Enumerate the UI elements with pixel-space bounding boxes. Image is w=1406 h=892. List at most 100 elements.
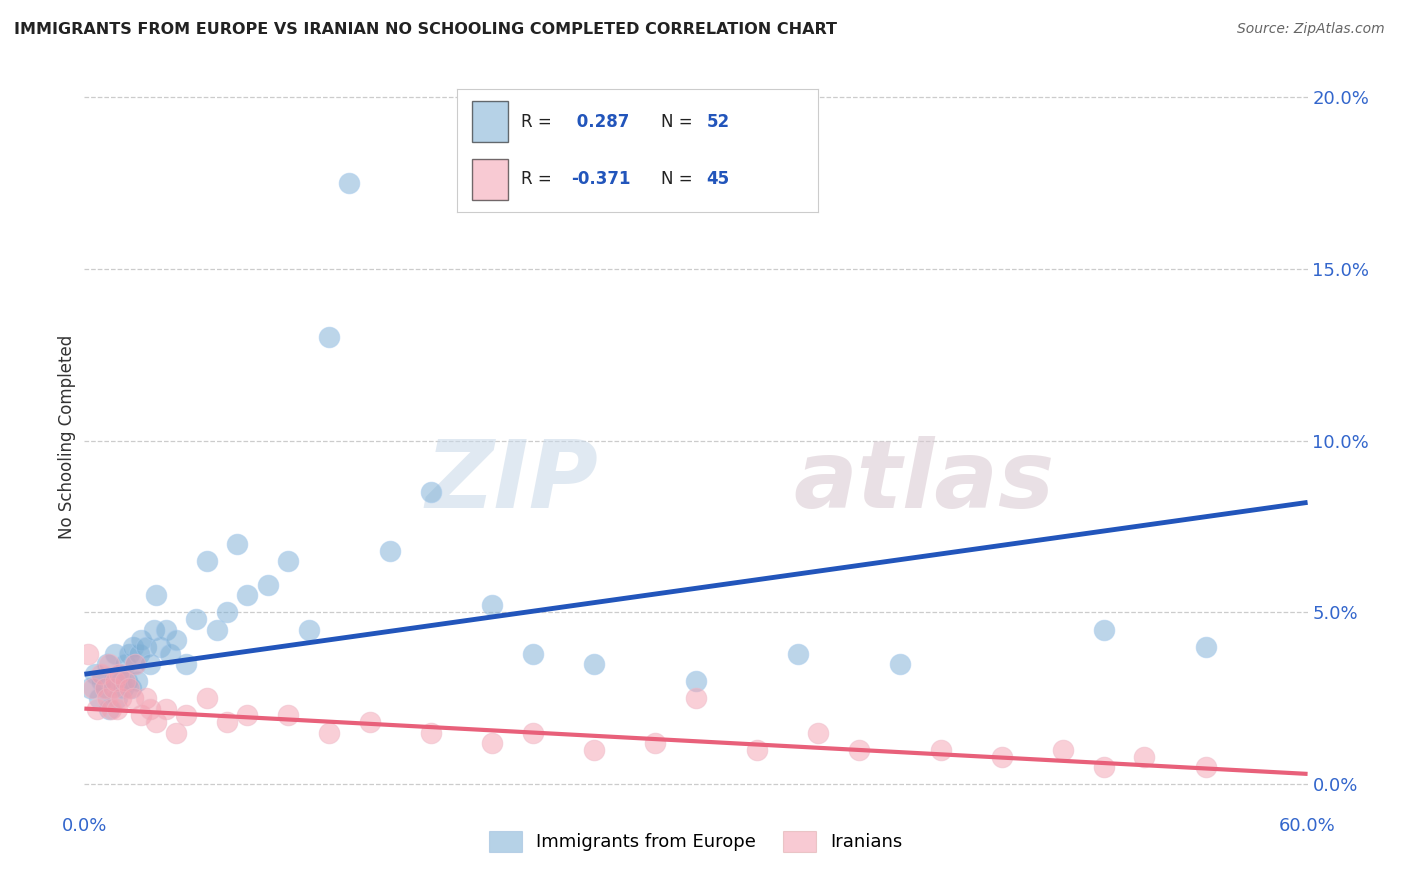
Point xyxy=(77,647,100,661)
Point xyxy=(155,701,177,715)
Point xyxy=(82,681,104,695)
Text: IMMIGRANTS FROM EUROPE VS IRANIAN NO SCHOOLING COMPLETED CORRELATION CHART: IMMIGRANTS FROM EUROPE VS IRANIAN NO SCH… xyxy=(14,22,837,37)
Point xyxy=(93,681,115,695)
Point xyxy=(1092,623,1115,637)
Point xyxy=(115,674,138,689)
Point xyxy=(159,647,181,661)
Point xyxy=(747,743,769,757)
Point xyxy=(122,691,145,706)
Point xyxy=(318,725,340,739)
Point xyxy=(359,715,381,730)
Point xyxy=(104,674,127,689)
Point xyxy=(138,701,160,715)
Point xyxy=(131,708,153,723)
Point xyxy=(217,715,239,730)
Point xyxy=(145,715,167,730)
Point xyxy=(236,708,259,723)
Y-axis label: No Schooling Completed: No Schooling Completed xyxy=(58,335,76,539)
Point xyxy=(991,749,1014,764)
Point xyxy=(195,691,218,706)
Text: Source: ZipAtlas.com: Source: ZipAtlas.com xyxy=(1237,22,1385,37)
Point xyxy=(108,667,131,681)
Point xyxy=(165,632,187,647)
Point xyxy=(195,554,218,568)
Point xyxy=(83,667,105,681)
Point xyxy=(118,681,141,695)
Point xyxy=(120,681,142,695)
Point xyxy=(96,691,118,706)
Legend: Immigrants from Europe, Iranians: Immigrants from Europe, Iranians xyxy=(482,823,910,859)
Point xyxy=(205,623,228,637)
Point xyxy=(100,701,122,715)
Point xyxy=(226,536,249,550)
Point xyxy=(96,657,118,671)
Point xyxy=(1195,760,1218,774)
Point xyxy=(929,743,952,757)
Point xyxy=(93,681,115,695)
Point xyxy=(114,674,136,689)
Point xyxy=(174,657,197,671)
Point xyxy=(138,657,160,671)
Point xyxy=(131,632,153,647)
Point xyxy=(186,612,208,626)
Point xyxy=(110,691,132,706)
Point xyxy=(79,681,101,695)
Point xyxy=(848,743,870,757)
Point xyxy=(420,485,443,500)
Point xyxy=(420,725,443,739)
Point xyxy=(298,623,321,637)
Point xyxy=(97,701,120,715)
Point xyxy=(142,623,165,637)
Point xyxy=(90,674,112,689)
Point xyxy=(1133,749,1156,764)
Point xyxy=(481,736,503,750)
Point xyxy=(128,647,150,661)
Point xyxy=(114,657,136,671)
Point xyxy=(1052,743,1074,757)
Point xyxy=(807,725,830,739)
Point xyxy=(644,736,666,750)
Point xyxy=(217,606,239,620)
Point xyxy=(174,708,197,723)
Point xyxy=(124,657,146,671)
Point xyxy=(236,588,259,602)
Point xyxy=(97,657,120,671)
Point xyxy=(522,725,544,739)
Point xyxy=(86,701,108,715)
Point xyxy=(108,667,131,681)
Point xyxy=(87,691,110,706)
Point xyxy=(1092,760,1115,774)
Point xyxy=(104,647,127,661)
Point xyxy=(165,725,187,739)
Point xyxy=(889,657,911,671)
Point xyxy=(124,657,146,671)
Point xyxy=(105,691,128,706)
Point xyxy=(277,554,299,568)
Point xyxy=(685,674,707,689)
Point xyxy=(127,674,149,689)
Point xyxy=(135,640,157,654)
Point xyxy=(90,667,112,681)
Point xyxy=(101,681,124,695)
Point xyxy=(522,647,544,661)
Point xyxy=(101,674,124,689)
Point xyxy=(122,640,145,654)
Point xyxy=(110,674,132,689)
Point xyxy=(257,578,280,592)
Text: ZIP: ZIP xyxy=(425,436,598,528)
Point xyxy=(380,543,402,558)
Point xyxy=(339,176,361,190)
Point xyxy=(1195,640,1218,654)
Point xyxy=(787,647,810,661)
Point xyxy=(149,640,172,654)
Point xyxy=(685,691,707,706)
Point xyxy=(583,743,606,757)
Text: atlas: atlas xyxy=(794,436,1054,528)
Point xyxy=(145,588,167,602)
Point xyxy=(155,623,177,637)
Point xyxy=(277,708,299,723)
Point xyxy=(583,657,606,671)
Point xyxy=(105,701,128,715)
Point xyxy=(318,330,340,344)
Point xyxy=(118,647,141,661)
